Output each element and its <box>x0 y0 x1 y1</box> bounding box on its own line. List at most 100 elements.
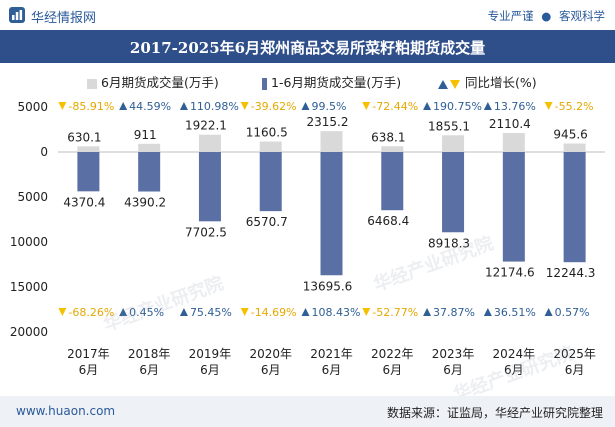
bar-monthly <box>381 146 404 152</box>
data-label-ytd: 4390.2 <box>124 196 166 210</box>
legend-label-ytd: 1-6月期货成交量(万手) <box>271 75 402 90</box>
yoy-ytd-label: -52.77% <box>372 306 418 319</box>
yoy-ytd-down-arrow-icon <box>362 308 371 316</box>
yoy-monthly-label: -39.62% <box>251 100 297 113</box>
bar-ytd <box>259 152 282 212</box>
yoy-monthly-up-arrow-icon <box>301 102 310 110</box>
data-label-ytd: 12244.3 <box>546 266 596 280</box>
yoy-monthly-down-arrow-icon <box>58 102 67 110</box>
yoy-ytd-up-arrow-icon <box>544 308 553 316</box>
x-tick-label: 2020年 <box>249 347 292 361</box>
y-tick-label: 20000 <box>10 325 48 339</box>
yoy-monthly-label: -55.2% <box>555 100 594 113</box>
data-label-monthly: 945.6 <box>553 127 587 141</box>
legend-arrows-icon <box>438 79 460 89</box>
x-tick-label: 6月 <box>79 363 99 377</box>
y-tick-label: 10000 <box>10 235 48 249</box>
x-tick-label: 2017年 <box>67 347 110 361</box>
x-tick-label: 6月 <box>200 363 220 377</box>
yoy-ytd-up-arrow-icon <box>483 308 492 316</box>
footer-source: 数据来源：证监局，华经产业研究院整理 <box>386 406 603 420</box>
x-tick-label: 6月 <box>443 363 463 377</box>
yoy-ytd-label: 0.57% <box>555 306 590 319</box>
bar-ytd <box>138 152 161 192</box>
bar-ytd <box>502 152 525 262</box>
x-tick-label: 6月 <box>504 363 524 377</box>
data-label-monthly: 630.1 <box>67 130 101 144</box>
x-tick-label: 6月 <box>261 363 281 377</box>
chart-title: 2017-2025年6月郑州商品交易所菜籽粕期货成交量 <box>129 39 486 57</box>
bar-ytd <box>563 152 586 263</box>
footer-website[interactable]: www.huaon.com <box>16 404 116 418</box>
yoy-monthly-up-arrow-icon <box>483 102 492 110</box>
x-tick-label: 2023年 <box>432 347 475 361</box>
yoy-ytd-up-arrow-icon <box>423 308 432 316</box>
data-label-monthly: 2110.4 <box>489 117 531 131</box>
x-tick-label: 2024年 <box>493 347 536 361</box>
legend-item-ytd: 1-6月期货成交量(万手) <box>262 72 401 91</box>
separator-dot: ● <box>541 9 552 23</box>
data-label-ytd: 12174.6 <box>485 266 535 280</box>
yoy-ytd-label: 0.45% <box>129 306 164 319</box>
x-tick-label: 2025年 <box>553 347 596 361</box>
yoy-ytd-down-arrow-icon <box>58 308 67 316</box>
yoy-monthly-down-arrow-icon <box>240 102 249 110</box>
data-label-monthly: 638.1 <box>371 130 405 144</box>
data-label-monthly: 911 <box>134 128 157 142</box>
y-tick-label: 5000 <box>17 190 48 204</box>
x-tick-label: 6月 <box>322 363 342 377</box>
legend-swatch-ytd <box>262 77 267 90</box>
yoy-monthly-label: 13.76% <box>494 100 536 113</box>
x-tick-label: 6月 <box>139 363 159 377</box>
x-tick-label: 2022年 <box>371 347 414 361</box>
top-bar: 华经情报网 专业严谨 ● 客观科学 <box>0 0 615 30</box>
slogan: 专业严谨 ● 客观科学 <box>488 8 605 24</box>
chart-plot: 5000 0 5000 10000 15000 20000 630.1 4370.4 -85.9… <box>10 100 605 377</box>
yoy-monthly-up-arrow-icon <box>423 102 432 110</box>
bar-ytd <box>442 152 465 233</box>
yoy-ytd-label: -68.26% <box>68 306 114 319</box>
yoy-monthly-up-arrow-icon <box>119 102 128 110</box>
data-label-ytd: 4370.4 <box>63 195 105 209</box>
site-name: 华经情报网 <box>31 11 97 26</box>
data-label-ytd: 7702.5 <box>185 225 227 239</box>
data-label-monthly: 1855.1 <box>428 119 470 133</box>
bar-monthly <box>138 143 161 152</box>
bar-monthly <box>77 146 100 152</box>
yoy-ytd-label: 108.43% <box>312 306 361 319</box>
data-label-monthly: 1922.1 <box>185 119 227 133</box>
x-tick-label: 2019年 <box>189 347 232 361</box>
legend-item-monthly: 6月期货成交量(万手) <box>87 72 219 91</box>
legend-label-monthly: 6月期货成交量(万手) <box>101 75 219 90</box>
yoy-monthly-label: 190.75% <box>433 100 482 113</box>
data-label-monthly: 1160.5 <box>246 126 288 140</box>
yoy-ytd-down-arrow-icon <box>240 308 249 316</box>
bar-monthly <box>442 135 465 152</box>
slogan-tag-1: 专业严谨 <box>487 9 534 23</box>
legend-label-yoy: 同比增长(%) <box>465 75 537 90</box>
bar-monthly <box>563 143 586 152</box>
yoy-ytd-up-arrow-icon <box>179 308 188 316</box>
data-label-ytd: 13695.6 <box>303 279 353 293</box>
title-bar: 2017-2025年6月郑州商品交易所菜籽粕期货成交量 <box>0 30 615 63</box>
data-label-ytd: 8918.3 <box>428 236 470 250</box>
yoy-monthly-label: 110.98% <box>190 100 239 113</box>
yoy-monthly-down-arrow-icon <box>362 102 371 110</box>
yoy-monthly-up-arrow-icon <box>179 102 188 110</box>
bar-ytd <box>198 152 221 222</box>
yoy-monthly-label: 44.59% <box>129 100 171 113</box>
bar-ytd <box>77 152 100 192</box>
yoy-ytd-up-arrow-icon <box>301 308 310 316</box>
data-label-monthly: 2315.2 <box>307 115 349 129</box>
bar-monthly <box>502 133 525 152</box>
yoy-monthly-down-arrow-icon <box>544 102 553 110</box>
yoy-ytd-label: 37.87% <box>433 306 475 319</box>
data-label-ytd: 6570.7 <box>246 215 288 229</box>
legend-item-yoy: 同比增长(%) <box>437 72 537 91</box>
bar-monthly <box>259 141 282 152</box>
y-tick-label: 15000 <box>10 280 48 294</box>
y-tick-label: 0 <box>40 145 48 159</box>
x-tick-label: 2018年 <box>128 347 171 361</box>
y-tick-label: 5000 <box>17 100 48 114</box>
bar-ytd <box>381 152 404 211</box>
